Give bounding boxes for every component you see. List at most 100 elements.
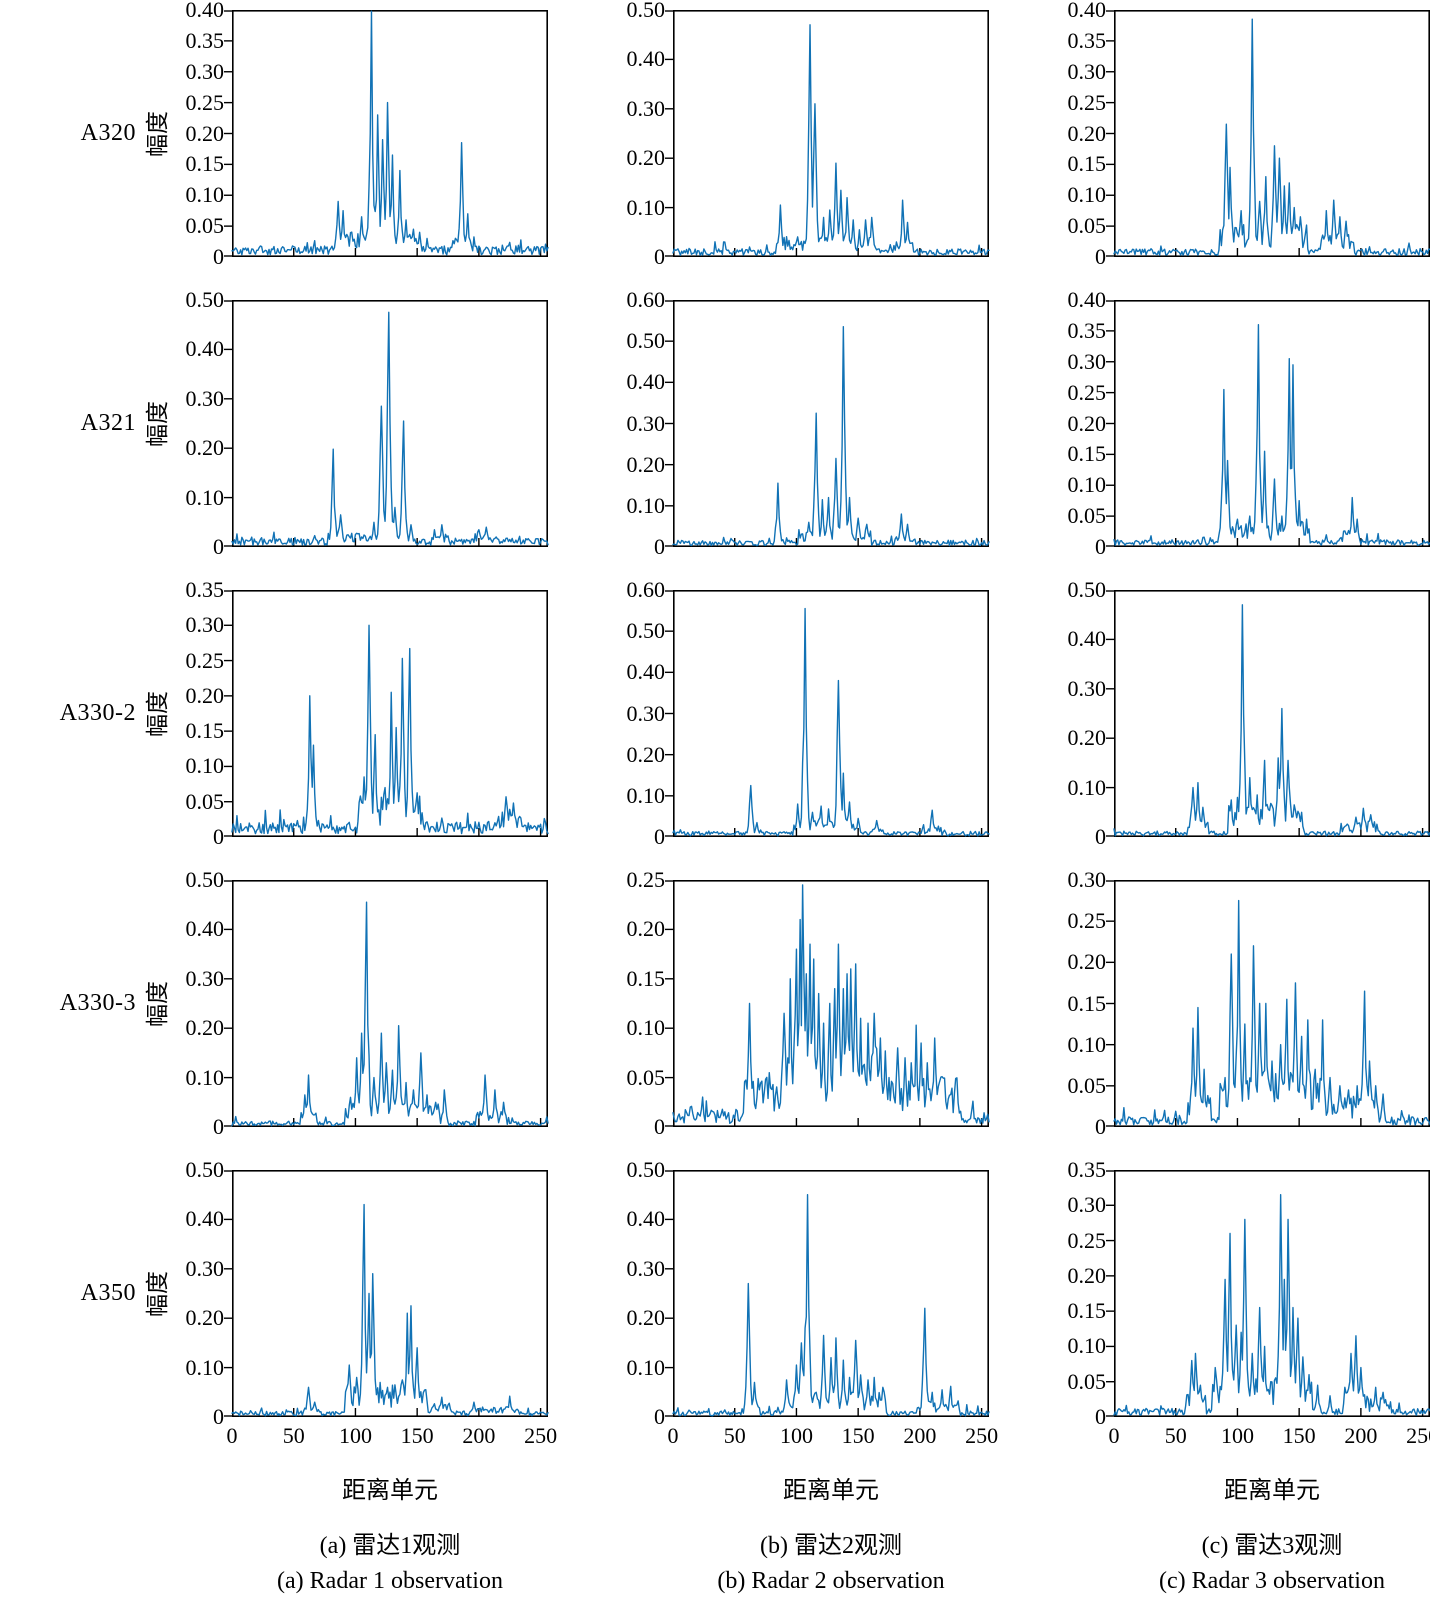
y-tick-labels: 0 0.10 0.20 0.30 0.40 0.50 0.60	[611, 578, 673, 849]
caption-zh-c: (c) 雷达3观测	[1201, 1533, 1343, 1559]
footer-column-a: 距离单元 (a) 雷达1观测 (a) Radar 1 observation	[140, 1470, 548, 1595]
y-tick-label: 0.05	[1067, 1072, 1107, 1098]
y-tick-label: 0.30	[185, 965, 225, 991]
y-tick-labels: 0 0.10 0.20 0.30 0.40 0.50 0.60	[611, 288, 673, 559]
line-plot-A321-radar1	[224, 300, 549, 547]
subplot-A330-2-radar3: 0 0.10 0.20 0.30 0.40 0.50	[1052, 578, 1430, 849]
y-tick-labels: 0 0.05 0.10 0.15 0.20 0.25 0.30 0.35 0.40	[170, 0, 232, 269]
hrrp-trace	[231, 901, 549, 1127]
y-tick-label: 0.05	[185, 788, 225, 814]
y-tick-label: 0.20	[1067, 120, 1107, 146]
subplot-A350-radar1: 幅度 0 0.10 0.20 0.30 0.40 0.50 0 50 100 150 200 250	[140, 1158, 557, 1449]
y-axis-label-slot: 幅度	[140, 10, 170, 257]
hrrp-trace	[672, 1194, 990, 1417]
footer-column-c: 距离单元 (c) 雷达3观测 (c) Radar 3 observation	[1052, 1470, 1430, 1595]
hrrp-trace	[1113, 324, 1430, 547]
line-plot-A330-3-radar1	[224, 880, 549, 1127]
y-tick-label: 0.40	[1067, 287, 1107, 312]
y-tick-labels: 0 0.10 0.20 0.30 0.40 0.50	[611, 0, 673, 269]
x-tick-label: 250	[524, 1423, 557, 1448]
x-tick-label: 150	[401, 1423, 434, 1448]
y-tick-label: 0.20	[626, 916, 666, 942]
y-tick-label: 0.40	[1067, 626, 1107, 652]
y-tick-label: 0.40	[185, 336, 225, 362]
y-tick-label: 0.10	[185, 484, 225, 510]
y-tick-label: 0.20	[185, 120, 225, 146]
y-tick-label: 0.30	[1067, 58, 1107, 84]
caption-zh-b: (b) 雷达2观测	[760, 1533, 902, 1559]
y-tick-label: 0.30	[1067, 867, 1107, 892]
y-tick-labels: 0 0.10 0.20 0.30 0.40 0.50	[170, 868, 232, 1139]
x-tick-label: 100	[780, 1423, 813, 1448]
y-tick-label: 0.35	[185, 27, 225, 53]
y-tick-label: 0.30	[1067, 1192, 1107, 1218]
y-tick-label: 0.10	[626, 1015, 666, 1041]
y-tick-label: 0.15	[626, 965, 666, 991]
y-tick-label: 0	[213, 1404, 224, 1429]
y-tick-label: 0.10	[185, 753, 225, 779]
y-tick-label: 0.40	[185, 916, 225, 942]
subplot-A350-radar3: 0 0.05 0.10 0.15 0.20 0.25 0.30 0.35 0 50 100 150 20…	[1052, 1158, 1430, 1448]
y-tick-label: 0.20	[1067, 410, 1107, 436]
y-tick-label: 0.50	[626, 328, 666, 354]
chart-row-A330-3: A330-3 幅度 0 0.10 0.20 0.30 0.40 0.50 0 0.05 0.10 0.…	[0, 868, 1430, 1139]
y-tick-label: 0.30	[626, 95, 666, 121]
hrrp-trace	[231, 624, 549, 835]
line-plot-A320-radar2	[665, 10, 990, 257]
y-tick-labels: 0 0.05 0.10 0.15 0.20 0.25	[611, 868, 673, 1139]
row-label-cell: A330-2	[0, 590, 140, 837]
y-tick-label: 0.30	[1067, 675, 1107, 701]
y-tick-label: 0.10	[185, 1354, 225, 1380]
y-tick-label: 0.15	[1067, 990, 1107, 1016]
line-plot-A320-radar3	[1106, 10, 1430, 257]
y-tick-label: 0.20	[185, 682, 225, 708]
y-axis-label: 幅度	[145, 1270, 170, 1317]
y-tick-labels: 0 0.05 0.10 0.15 0.20 0.25 0.30 0.35 0.40	[1052, 0, 1114, 269]
y-tick-label: 0.15	[185, 151, 225, 177]
y-tick-label: 0.20	[626, 741, 666, 767]
y-tick-label: 0.30	[626, 410, 666, 436]
y-tick-labels: 0 0.05 0.10 0.15 0.20 0.25 0.30 0.35	[170, 578, 232, 849]
line-plot-A330-2-radar2	[665, 590, 990, 837]
subplot-A330-3-radar2: 0 0.05 0.10 0.15 0.20 0.25	[611, 868, 990, 1139]
subplot-A330-3-radar1: 幅度 0 0.10 0.20 0.30 0.40 0.50	[140, 868, 549, 1139]
y-tick-label: 0.10	[626, 194, 666, 220]
y-tick-label: 0	[213, 1114, 224, 1139]
y-tick-labels: 0 0.05 0.10 0.15 0.20 0.25 0.30 0.35 0.40	[1052, 288, 1114, 559]
line-plot-A350-radar2: 0 50 100 150 200 250	[665, 1170, 998, 1448]
chart-row-A330-2: A330-2 幅度 0 0.05 0.10 0.15 0.20 0.25 0.30 0.35 0 0.…	[0, 578, 1430, 849]
y-tick-labels: 0 0.10 0.20 0.30 0.40 0.50	[170, 288, 232, 559]
y-tick-label: 0.30	[185, 58, 225, 84]
x-tick-label: 200	[1344, 1423, 1377, 1448]
y-tick-label: 0	[1095, 824, 1106, 849]
x-tick-label: 0	[1109, 1423, 1120, 1448]
subplot-A321-radar2: 0 0.10 0.20 0.30 0.40 0.50 0.60	[611, 288, 990, 559]
y-tick-label: 0.10	[185, 182, 225, 208]
subplot-A330-2-radar2: 0 0.10 0.20 0.30 0.40 0.50 0.60	[611, 578, 990, 849]
hrrp-trace	[1113, 18, 1430, 256]
y-tick-label: 0	[654, 534, 665, 559]
footer-column-b: 距离单元 (b) 雷达2观测 (b) Radar 2 observation	[611, 1470, 989, 1595]
subplot-A321-radar3: 0 0.05 0.10 0.15 0.20 0.25 0.30 0.35 0.40	[1052, 288, 1430, 559]
hrrp-trace	[1113, 899, 1430, 1126]
x-tick-label: 200	[903, 1423, 936, 1448]
y-tick-label: 0.05	[1067, 213, 1107, 239]
y-tick-label: 0.30	[1067, 348, 1107, 374]
y-tick-label: 0	[213, 244, 224, 269]
y-tick-label: 0.10	[626, 492, 666, 518]
y-tick-label: 0.50	[626, 618, 666, 644]
y-tick-label: 0.10	[1067, 182, 1107, 208]
aircraft-row-label: A330-2	[59, 700, 136, 726]
y-tick-label: 0.25	[1067, 908, 1107, 934]
y-tick-label: 0.20	[185, 1015, 225, 1041]
y-tick-label: 0.35	[1067, 317, 1107, 343]
chart-grid: A320 幅度 0 0.05 0.10 0.15 0.20 0.25 0.30 0.35 0.40 0…	[0, 0, 1430, 1449]
row-label-cell: A320	[0, 10, 140, 257]
y-tick-label: 0	[654, 824, 665, 849]
y-axis-label-slot: 幅度	[140, 300, 170, 547]
chart-row-A350: A350 幅度 0 0.10 0.20 0.30 0.40 0.50 0 50 100 150 200 2…	[0, 1158, 1430, 1449]
y-tick-label: 0.15	[1067, 441, 1107, 467]
subplot-A330-2-radar1: 幅度 0 0.05 0.10 0.15 0.20 0.25 0.30 0.35	[140, 578, 549, 849]
line-plot-A350-radar1: 0 50 100 150 200 250	[224, 1170, 557, 1448]
